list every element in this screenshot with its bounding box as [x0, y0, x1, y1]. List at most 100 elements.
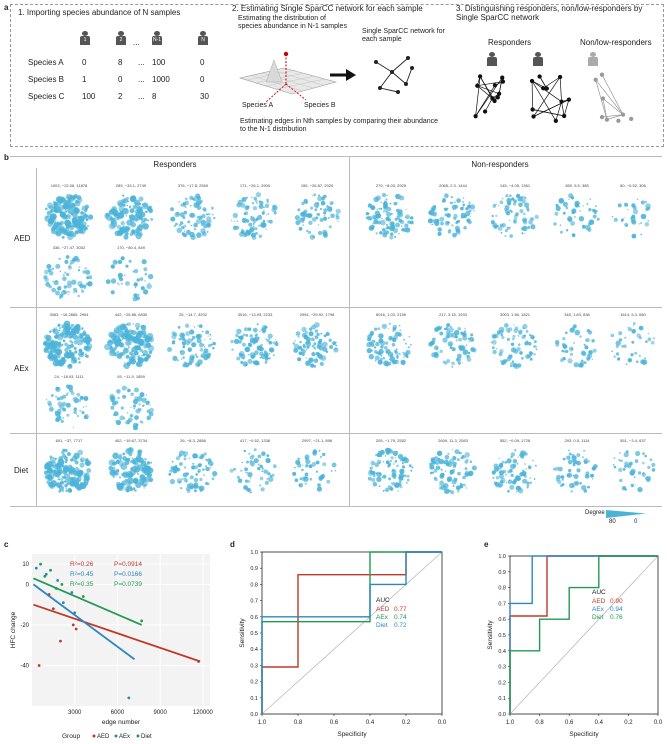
y-tick-label: 0.3 — [498, 665, 506, 671]
network-node — [376, 208, 378, 210]
y-axis-label: HFC change — [10, 611, 17, 648]
network-node — [125, 420, 130, 425]
network-node — [52, 280, 54, 283]
network-node — [335, 213, 339, 217]
network-node — [258, 204, 264, 209]
network-node — [302, 344, 306, 348]
network-node — [132, 398, 139, 405]
network-node — [579, 335, 582, 338]
network-node — [57, 359, 65, 367]
network-node — [631, 203, 636, 208]
network-node — [57, 343, 62, 348]
network-node — [132, 487, 136, 490]
network-node — [398, 479, 402, 483]
network-node — [527, 226, 531, 229]
network-node — [325, 350, 329, 353]
network-node — [495, 347, 498, 350]
network-node — [77, 469, 84, 476]
network-node — [449, 346, 453, 350]
network-node — [122, 452, 126, 456]
sample-person-icon: 1 — [80, 31, 90, 45]
network-node — [64, 449, 68, 452]
network-node — [242, 333, 246, 337]
network-node — [119, 415, 125, 421]
network-node — [498, 457, 500, 460]
network-node — [133, 469, 136, 472]
species-network-aex-responder — [104, 322, 155, 370]
network-node — [567, 358, 573, 364]
panel-a-letter: a — [4, 3, 9, 12]
network-stats-label: 93, −11.9, 1859 — [117, 374, 145, 379]
network-node — [394, 331, 400, 337]
network-node — [136, 278, 140, 282]
network-node — [202, 330, 204, 333]
network-node — [64, 483, 68, 488]
network-node — [369, 466, 374, 470]
network-node — [263, 206, 266, 209]
step2-subtitle-network: Single SparCC network for each sample — [362, 28, 445, 43]
network-node — [61, 235, 65, 239]
network-node — [638, 336, 642, 340]
network-node — [368, 341, 373, 346]
network-node — [436, 450, 443, 456]
network-node — [186, 483, 191, 488]
network-node — [67, 293, 69, 296]
network-node — [55, 386, 60, 391]
network-node — [405, 342, 407, 345]
network-node — [210, 463, 213, 466]
network-stats-label: 26, −8.3, 2886 — [180, 438, 206, 443]
network-node — [61, 345, 63, 347]
network-node — [138, 330, 144, 336]
network-node — [196, 232, 202, 238]
network-node — [510, 365, 512, 367]
network-node — [301, 333, 307, 338]
network-node — [469, 460, 473, 464]
network-node — [58, 257, 61, 260]
network-node — [453, 216, 457, 221]
network-node — [439, 480, 444, 485]
network-node — [313, 193, 316, 197]
network-node — [314, 329, 319, 333]
network-node — [566, 455, 571, 460]
network-node — [491, 346, 495, 349]
network-node — [135, 362, 141, 367]
network-node — [583, 361, 587, 365]
network-node — [525, 206, 530, 210]
network-node — [78, 215, 85, 222]
network-node — [533, 478, 536, 480]
auc-legend-name: Diet — [376, 622, 388, 629]
network-edge — [601, 74, 624, 115]
network-node — [367, 476, 372, 481]
network-node — [501, 460, 505, 464]
network-node — [273, 211, 277, 215]
network-node — [593, 77, 598, 82]
network-node — [385, 198, 388, 201]
network-node — [463, 226, 467, 230]
species-network-diet-nonresponder — [612, 450, 656, 493]
network-node — [256, 323, 259, 326]
network-node — [146, 283, 152, 290]
network-node — [81, 289, 85, 293]
network-node — [625, 363, 628, 366]
network-node — [516, 490, 518, 493]
network-node — [259, 484, 262, 487]
network-node — [375, 341, 380, 347]
network-node — [516, 462, 519, 465]
sample-label: N — [198, 36, 208, 45]
network-node — [528, 351, 532, 354]
network-node — [562, 337, 566, 341]
network-node — [235, 333, 239, 338]
legend-swatch — [136, 734, 140, 738]
x-axis-label: Specificity — [337, 731, 367, 738]
network-node — [509, 480, 511, 482]
network-node — [493, 481, 498, 486]
network-node — [634, 351, 638, 355]
network-node — [460, 452, 463, 454]
network-node — [172, 355, 178, 361]
network-node — [50, 394, 54, 397]
data-point-aed — [51, 607, 55, 611]
network-node — [518, 330, 523, 335]
network-node — [454, 204, 459, 209]
network-node — [76, 195, 82, 200]
network-node — [86, 468, 92, 473]
